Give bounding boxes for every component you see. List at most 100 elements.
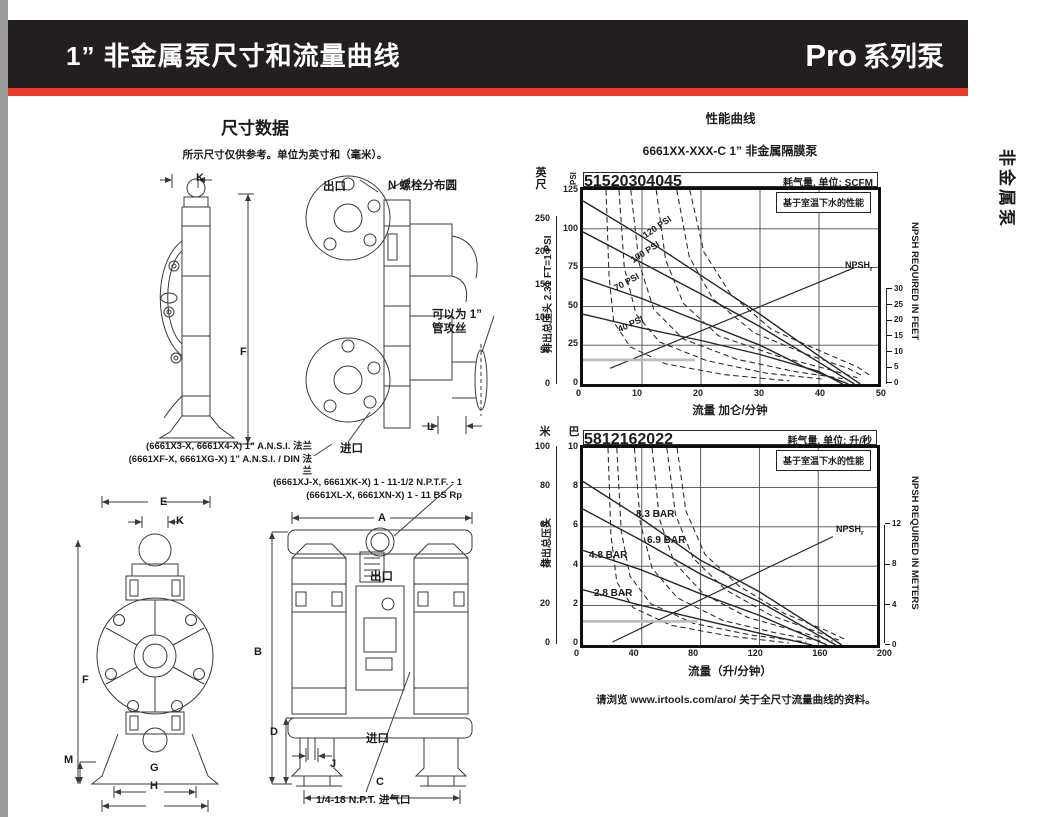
tick-label: 8 (572, 480, 578, 491)
pump-front-manifold-drawing (269, 492, 484, 814)
footer-note: 请浏览 www.irtools.com/aro/ 关于全尺寸流量曲线的资料。 (596, 692, 926, 707)
tick-label: 50 (567, 299, 578, 310)
chart2-bar-unit: 巴 (568, 426, 580, 438)
flange-note-din: (6661XF-X, 6661XG-X) 1” A.N.S.I. / DIN 法… (128, 453, 312, 478)
tick-label: 200 (876, 648, 892, 658)
inlet-label-side: 进口 (340, 443, 363, 455)
chart2-bar-ticks: 10 8 6 4 2 0 (558, 441, 578, 647)
chart2-air-axis-label: 耗气量, 单位: 升/秒 (787, 436, 872, 447)
chart2-x-ticks: 0 40 80 120 160 200 (574, 648, 892, 658)
tick-label: 0 (572, 636, 578, 647)
tick-label: 30 (887, 284, 903, 293)
series-air-8-l-s (616, 448, 807, 643)
dim-D: D (270, 726, 278, 738)
chart1-head-axis-label: 排出总压头 2.31 FT=1 PSI (543, 235, 554, 353)
tick-label: 5 (584, 173, 593, 190)
tick-label: 2 (572, 597, 578, 608)
dim-B: B (254, 646, 262, 658)
tick-label: 8 (885, 559, 901, 568)
chart1-plot (580, 187, 881, 387)
tick-label: 60 (539, 519, 550, 530)
air-inlet-note: 1/4-18 N.P.T. 进气口 (316, 794, 411, 806)
chart2-m-ticks: 100 80 60 40 20 0 (528, 441, 550, 647)
tap-note-line2: 管攻丝 (432, 323, 467, 335)
tick-label: 10 (567, 441, 578, 451)
tick-label: 50 (539, 345, 550, 355)
bolt-circle-label: N 螺栓分布圆 (388, 180, 457, 192)
series-air-5-l-s (607, 448, 789, 644)
tick-label: 150 (534, 279, 550, 289)
tick-label: 45 (664, 173, 682, 190)
page-edge-strip (0, 0, 8, 817)
series-logo: Pro 系列泵 (805, 35, 944, 74)
series-air-15-scfm (618, 190, 825, 380)
dimensions-note: 所示尺寸仅供参考。单位为英寸和（毫米）。 (182, 149, 388, 161)
tick-label: 20 (539, 597, 550, 608)
tick-label: 0 (574, 648, 580, 658)
chart1-air-axis-label: 耗气量, 单位: SCFM (783, 178, 873, 189)
tick-label: 0 (544, 378, 550, 388)
series-air-22-l-s (676, 448, 845, 640)
performance-title: 性能曲线 (705, 112, 756, 126)
tick-label: 12 (885, 519, 901, 528)
dim-F2: F (82, 674, 89, 686)
dim-K: K (196, 172, 204, 184)
chart2-note-box: 基于室温下水的性能 (776, 450, 872, 471)
tick-label: 250 (534, 213, 550, 223)
tick-label: 80 (688, 648, 699, 658)
series-air-40-scfm (676, 190, 864, 377)
series-air-30-scfm (655, 190, 858, 379)
outlet-label-front: 出口 (370, 571, 393, 583)
tick-label: 125 (562, 184, 578, 194)
footer-suffix: 关于全尺寸流量曲线的资料。 (739, 694, 876, 706)
curve-label-48bar: 4.8 BAR (589, 550, 628, 561)
port-note-nptf: (6661XJ-X, 6661XK-X) 1 - 11-1/2 N.P.T.F.… (273, 477, 462, 488)
flange-notes: (6661X3-X, 6661X4-X) 1” A.N.S.I. 法兰 (666… (120, 441, 312, 479)
tick-label: 100 (562, 222, 578, 233)
series-4-8-bar (583, 549, 828, 645)
tick-label: 100 (534, 441, 550, 451)
dim-K2: K (176, 515, 184, 527)
chart1-x-label: 流量 加仑/分钟 (692, 405, 768, 417)
series-100-psi (583, 231, 855, 384)
tick-label: 12 (601, 431, 620, 448)
tick-label: 4 (572, 558, 578, 569)
tick-label: 15 (592, 173, 611, 190)
curve-label-28bar: 2.8 BAR (594, 588, 633, 599)
brand-text: Pro (805, 37, 857, 73)
tick-label: 22 (655, 431, 673, 448)
inlet-label-front: 进口 (366, 733, 389, 745)
chart1-npsh-ticks: 30 25 20 15 10 5 0 (887, 284, 903, 387)
chart2-air-axis-band: 5812162022 耗气量, 单位: 升/秒 (583, 430, 877, 448)
flange-note-ansi: (6661X3-X, 6661X4-X) 1” A.N.S.I. 法兰 (146, 441, 312, 452)
tick-label: 200 (534, 246, 550, 256)
chart1-feet-ruler (556, 216, 557, 384)
tick-label: 40 (539, 558, 550, 569)
series-npshr (609, 267, 855, 369)
chart1-feet-ticks: 250 200 150 100 50 0 (528, 213, 550, 388)
tick-label: 30 (753, 388, 764, 398)
series-air-20-scfm (630, 190, 843, 380)
curve-label-npshr-2: NPSHr (836, 524, 864, 537)
tick-label: 20 (637, 431, 656, 448)
port-notes: (6661XJ-X, 6661XK-X) 1 - 11-1/2 N.P.T.F.… (246, 477, 462, 502)
tick-label: 30 (628, 173, 647, 190)
dimensions-title: 尺寸数据 (221, 119, 289, 138)
tick-label: 10 (631, 388, 642, 398)
tick-label: 25 (567, 338, 578, 349)
chart1-feet-unit: 英尺 (535, 167, 547, 191)
series-air-20-l-s (666, 448, 839, 641)
side-tab-label: 非金属泵 (997, 149, 1016, 229)
series-70-psi (583, 277, 849, 384)
tick-label: 40 (814, 388, 825, 398)
curve-label-83bar: 8.3 BAR (636, 509, 675, 520)
series-air-16-l-s (651, 448, 834, 642)
chart1-air-ticks: 51520304045 (584, 173, 682, 190)
tick-label: 40 (628, 648, 639, 658)
tick-label: 16 (619, 431, 638, 448)
chart1-air-axis-band: 51520304045 耗气量, 单位: SCFM (583, 172, 878, 190)
footer-prefix: 请浏览 (596, 694, 628, 706)
series-air-12-l-s (633, 448, 822, 642)
footer-url: www.irtools.com/aro/ (630, 694, 737, 706)
